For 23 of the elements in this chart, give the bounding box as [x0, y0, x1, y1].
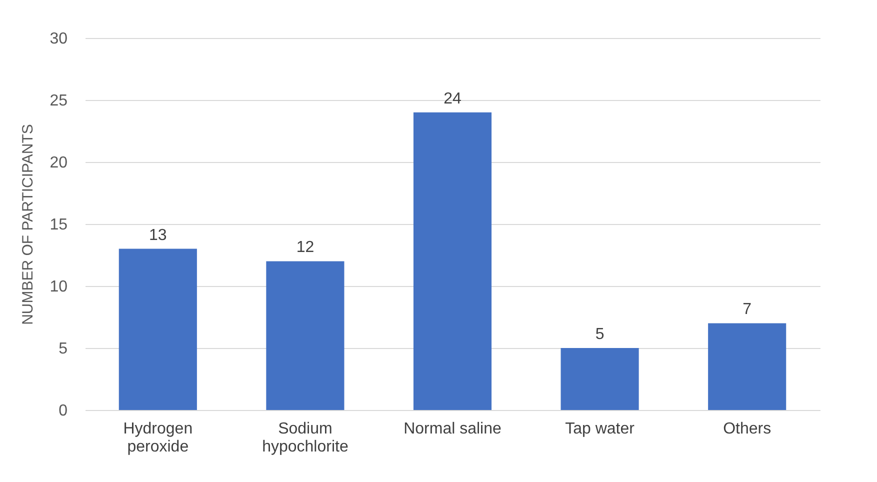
bar: [118, 248, 197, 410]
bar: [413, 112, 492, 410]
y-axis-title: NUMBER OF PARTICIPANTS: [20, 124, 37, 325]
data-label: 5: [595, 326, 604, 343]
data-label: 7: [742, 301, 752, 318]
x-tick-label: Hydrogen peroxide: [123, 420, 193, 456]
y-tick-label: 15: [50, 216, 68, 234]
y-tick-label: 10: [50, 278, 68, 296]
y-tick-label: 30: [50, 30, 68, 48]
bar: [708, 323, 786, 410]
y-tick-label: 20: [50, 154, 68, 172]
y-tick-label: 0: [58, 402, 68, 420]
data-label: 13: [149, 226, 167, 244]
x-tick-label: Tap water: [565, 420, 636, 438]
data-label: 24: [444, 90, 462, 108]
bar: [560, 348, 639, 410]
y-tick-label: 25: [50, 92, 68, 110]
x-tick-label: Sodium hypochlorite: [262, 420, 348, 456]
x-tick-label: Others: [723, 420, 772, 438]
y-tick-label: 5: [58, 340, 68, 358]
data-label: 12: [296, 239, 314, 256]
x-tick-label: Normal saline: [404, 420, 502, 438]
bar: [266, 261, 344, 410]
